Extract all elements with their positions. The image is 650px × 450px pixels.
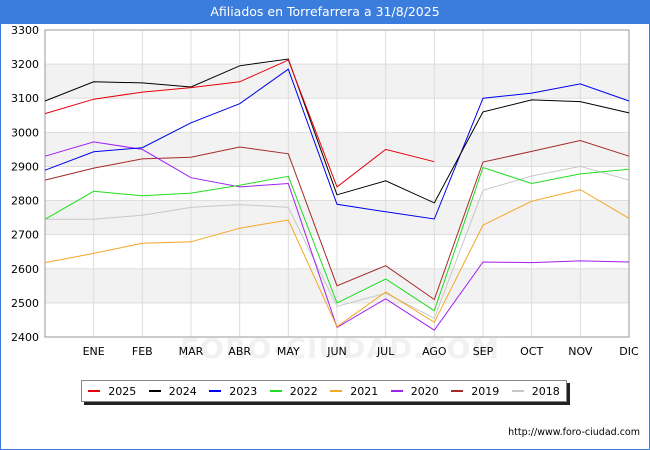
legend-item-2022: 2022 bbox=[269, 384, 318, 398]
x-tick-label: FEB bbox=[132, 345, 153, 358]
x-tick-label: AGO bbox=[422, 345, 447, 358]
legend-item-2023: 2023 bbox=[209, 385, 257, 398]
legend-item-2020: 2020 bbox=[390, 384, 439, 398]
legend-swatch bbox=[269, 390, 282, 392]
y-tick-label: 3100 bbox=[11, 92, 39, 105]
legend-label: 2019 bbox=[471, 384, 500, 398]
legend-item-2021: 2021 bbox=[330, 385, 378, 398]
y-tick-label: 3200 bbox=[11, 58, 39, 71]
series-line-2022 bbox=[44, 166, 630, 312]
series-line-2024 bbox=[44, 58, 630, 204]
x-tick-label: ABR bbox=[228, 345, 251, 358]
legend-label: 2024 bbox=[168, 384, 197, 398]
legend-swatch bbox=[88, 390, 101, 392]
y-tick-label: 3300 bbox=[11, 24, 39, 37]
chart-title: Afiliados en Torrefarrera a 31/8/2025 bbox=[0, 0, 650, 24]
x-tick-label: SEP bbox=[473, 345, 494, 358]
chart-legend: 2025 2024 2023 2022 2021 2020 2019 2018 bbox=[81, 380, 567, 402]
y-tick-label: 2500 bbox=[11, 297, 39, 310]
legend-label: 2025 bbox=[108, 384, 137, 398]
y-tick-label: 3000 bbox=[11, 126, 39, 139]
legend-label: 2022 bbox=[289, 384, 318, 398]
legend-item-2018: 2018 bbox=[511, 384, 560, 398]
source-credit: http://www.foro-ciudad.com bbox=[508, 427, 640, 438]
legend-item-2025: 2025 bbox=[88, 385, 136, 398]
series-line-2019 bbox=[44, 139, 630, 301]
x-tick-label: JUN bbox=[326, 345, 347, 358]
legend-label: 2020 bbox=[410, 384, 439, 398]
y-tick-label: 2900 bbox=[11, 160, 39, 173]
y-tick-label: 2800 bbox=[11, 195, 39, 208]
x-tick-label: NOV bbox=[568, 345, 593, 358]
x-tick-label: MAR bbox=[179, 345, 204, 358]
legend-label: 2021 bbox=[350, 384, 379, 398]
y-tick-label: 2700 bbox=[11, 229, 39, 242]
legend-swatch bbox=[148, 390, 161, 392]
legend-swatch bbox=[451, 390, 464, 392]
legend-label: 2018 bbox=[531, 384, 560, 398]
series-line-2023 bbox=[44, 68, 630, 220]
x-tick-label: OCT bbox=[520, 345, 543, 358]
legend-swatch bbox=[209, 390, 222, 392]
x-tick-label: DIC bbox=[619, 345, 639, 358]
x-tick-label: JUL bbox=[376, 345, 395, 358]
legend-swatch bbox=[390, 390, 403, 392]
legend-swatch bbox=[330, 390, 343, 392]
series-line-2025 bbox=[44, 59, 435, 188]
y-tick-label: 2600 bbox=[11, 263, 39, 276]
x-tick-label: ENE bbox=[83, 345, 105, 358]
x-tick-label: MAY bbox=[277, 345, 300, 358]
legend-label: 2023 bbox=[229, 384, 258, 398]
legend-item-2024: 2024 bbox=[148, 384, 197, 398]
plot-border bbox=[44, 29, 630, 338]
series-line-2018 bbox=[45, 165, 630, 319]
legend-item-2019: 2019 bbox=[451, 385, 499, 398]
series-line-2021 bbox=[44, 189, 630, 328]
legend-swatch bbox=[511, 390, 524, 392]
y-tick-label: 2400 bbox=[11, 331, 39, 344]
